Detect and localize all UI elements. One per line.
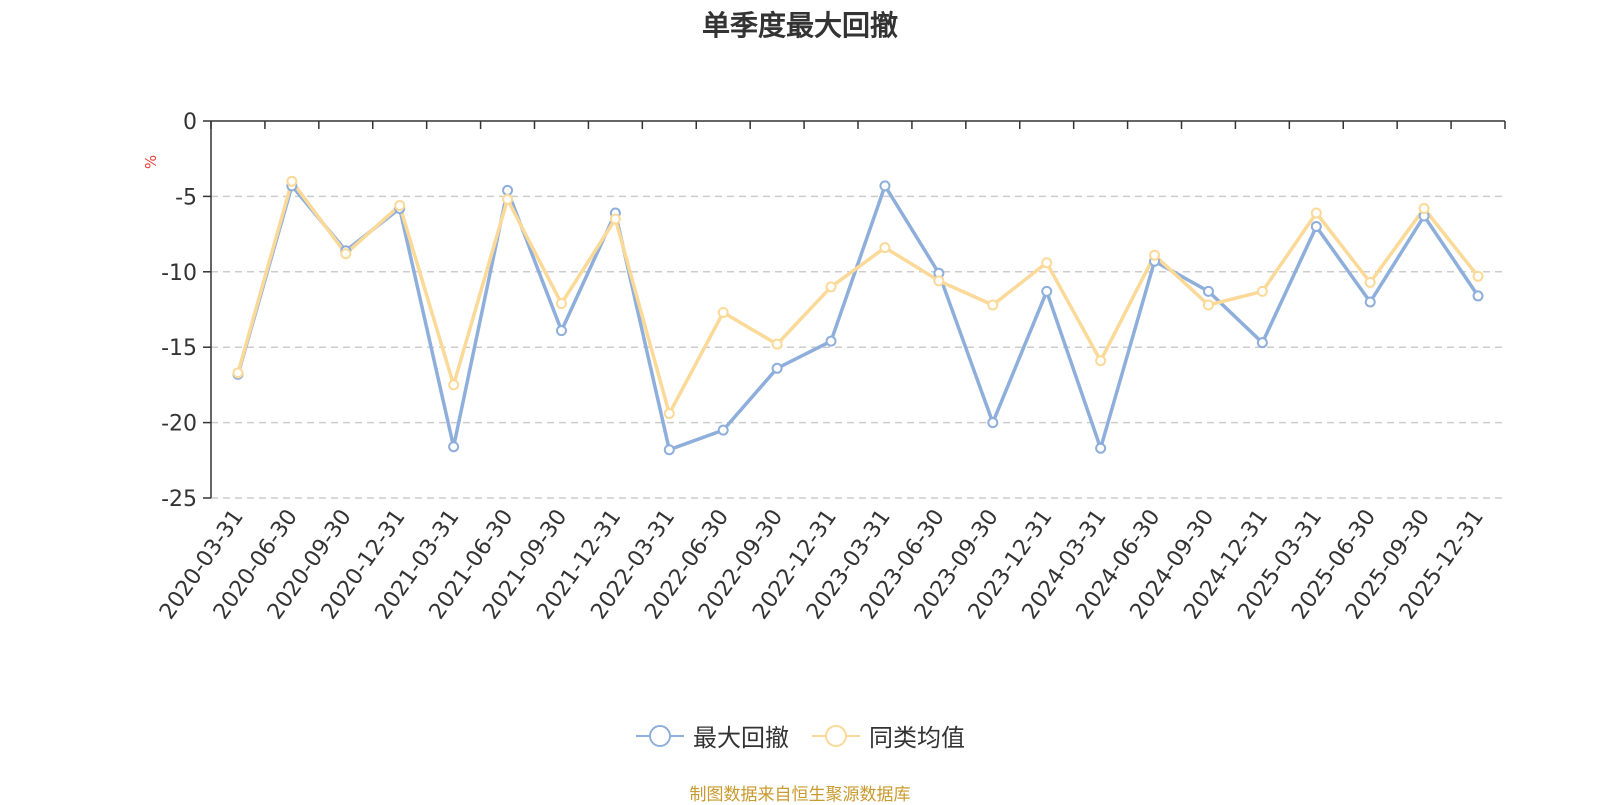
legend: 最大回撤 同类均值 <box>0 718 1600 753</box>
data-point-peer-average[interactable] <box>1364 276 1376 288</box>
data-point-peer-average[interactable] <box>555 297 567 309</box>
series-line-peer-average <box>236 179 1480 416</box>
data-point-peer-average[interactable] <box>1472 270 1484 282</box>
data-point-drawdown[interactable] <box>987 417 999 429</box>
data-point-drawdown[interactable] <box>502 184 514 196</box>
data-point-drawdown[interactable] <box>1256 337 1268 349</box>
data-point-peer-average[interactable] <box>663 408 675 420</box>
data-point-peer-average[interactable] <box>879 242 891 254</box>
data-point-drawdown[interactable] <box>879 180 891 192</box>
data-point-peer-average[interactable] <box>232 367 244 379</box>
data-point-drawdown[interactable] <box>1041 285 1053 297</box>
data-point-drawdown[interactable] <box>448 441 460 453</box>
data-point-peer-average[interactable] <box>987 299 999 311</box>
data-point-drawdown[interactable] <box>717 424 729 436</box>
y-tick-label: -20 <box>161 412 197 437</box>
y-tick-label: -15 <box>161 336 197 361</box>
data-point-peer-average[interactable] <box>502 193 514 205</box>
legend-item-peer-average[interactable]: 同类均值 <box>811 718 965 753</box>
series-line-drawdown <box>236 184 1480 452</box>
data-point-peer-average[interactable] <box>340 248 352 260</box>
data-point-peer-average[interactable] <box>717 307 729 319</box>
y-tick-label: -10 <box>161 261 197 286</box>
data-point-peer-average[interactable] <box>609 213 621 225</box>
y-axis-unit-label: % <box>142 155 160 169</box>
legend-item-drawdown[interactable]: 最大回撤 <box>635 718 789 753</box>
y-tick-label: 0 <box>183 110 197 135</box>
data-point-peer-average[interactable] <box>394 199 406 211</box>
chart-title: 单季度最大回撤 <box>701 9 898 42</box>
data-point-drawdown[interactable] <box>825 335 837 347</box>
data-point-drawdown[interactable] <box>555 325 567 337</box>
data-point-peer-average[interactable] <box>286 175 298 187</box>
data-point-drawdown[interactable] <box>1472 290 1484 302</box>
data-point-peer-average[interactable] <box>771 338 783 350</box>
data-point-peer-average[interactable] <box>1149 249 1161 261</box>
data-point-drawdown[interactable] <box>663 444 675 456</box>
data-point-peer-average[interactable] <box>1418 202 1430 214</box>
data-point-drawdown[interactable] <box>1202 285 1214 297</box>
data-point-peer-average[interactable] <box>825 281 837 293</box>
legend-marker-peer-average <box>812 724 860 747</box>
data-point-peer-average[interactable] <box>1310 207 1322 219</box>
data-point-peer-average[interactable] <box>1202 299 1214 311</box>
data-point-drawdown[interactable] <box>771 362 783 374</box>
data-point-drawdown[interactable] <box>1095 442 1107 454</box>
data-point-drawdown[interactable] <box>1364 296 1376 308</box>
legend-label-peer-average: 同类均值 <box>869 724 965 752</box>
data-point-peer-average[interactable] <box>933 275 945 287</box>
data-point-peer-average[interactable] <box>1256 285 1268 297</box>
data-point-peer-average[interactable] <box>1041 257 1053 269</box>
data-point-drawdown[interactable] <box>1310 221 1322 233</box>
y-tick-label: -25 <box>161 487 197 512</box>
data-source-note: 制图数据来自恒生聚源数据库 <box>689 785 911 805</box>
y-tick-label: -5 <box>175 185 197 210</box>
legend-label-drawdown: 最大回撤 <box>693 724 789 752</box>
data-point-peer-average[interactable] <box>448 379 460 391</box>
legend-marker-drawdown <box>636 724 684 747</box>
data-point-peer-average[interactable] <box>1095 355 1107 367</box>
